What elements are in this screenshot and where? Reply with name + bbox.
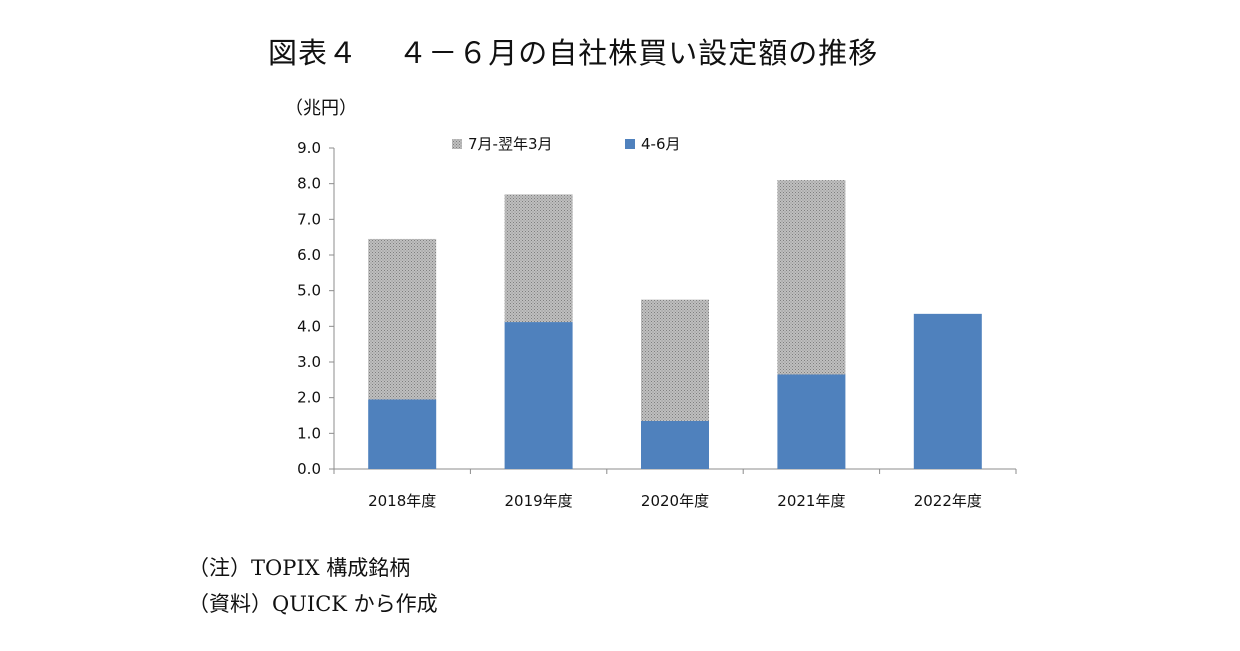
bar-segment-rest	[641, 299, 709, 421]
chart-title: 図表４ ４－６月の自社株買い設定額の推移	[268, 36, 879, 70]
x-tick-label: 2022年度	[914, 492, 982, 510]
bar-segment-rest	[777, 180, 846, 375]
bar-segment-q1	[641, 420, 709, 469]
bar-segment-q1	[777, 374, 846, 469]
x-tick-labels: 2018年度 2019年度 2020年度 2021年度 2022年度	[368, 492, 982, 510]
stacked-bar-chart: 0.01.02.03.04.05.06.07.08.09.0 2018年度 201…	[297, 135, 1017, 510]
bar-segment-rest	[504, 194, 573, 323]
y-axis-unit-label: （兆円）	[285, 98, 357, 119]
legend-swatch	[625, 139, 635, 149]
bar-segment-rest	[368, 238, 437, 400]
y-tick-label: 1.0	[297, 424, 321, 442]
note-constituents: （注）TOPIX 構成銘柄	[188, 556, 411, 580]
y-tick-label: 8.0	[297, 175, 321, 193]
bars	[368, 180, 982, 469]
bar-segment-q1	[504, 322, 573, 469]
y-tick-label: 6.0	[297, 246, 321, 264]
x-tick-label: 2018年度	[368, 492, 436, 510]
x-tick-label: 2021年度	[777, 492, 845, 510]
y-tick-label: 3.0	[297, 353, 321, 371]
y-tick-label: 9.0	[297, 139, 321, 157]
legend-swatch	[452, 139, 462, 149]
legend-label: 7月-翌年3月	[468, 135, 553, 153]
bar-segment-q1	[913, 313, 982, 469]
legend: 7月-翌年3月 4-6月	[452, 135, 681, 153]
legend-label: 4-6月	[641, 135, 681, 153]
y-tick-label: 7.0	[297, 210, 321, 228]
note-source: （資料）QUICK から作成	[188, 592, 438, 616]
x-tick-label: 2020年度	[641, 492, 709, 510]
x-tick-label: 2019年度	[505, 492, 573, 510]
y-tick-label: 2.0	[297, 389, 321, 407]
y-tick-labels: 0.0 1.0 2.0 3.0 4.0 5.0 6.0 7.0 8.0 9.0	[297, 139, 321, 478]
y-tick-label: 5.0	[297, 282, 321, 300]
bar-segment-q1	[368, 399, 437, 469]
y-tick-label: 4.0	[297, 317, 321, 335]
y-tick-label: 0.0	[297, 460, 321, 478]
